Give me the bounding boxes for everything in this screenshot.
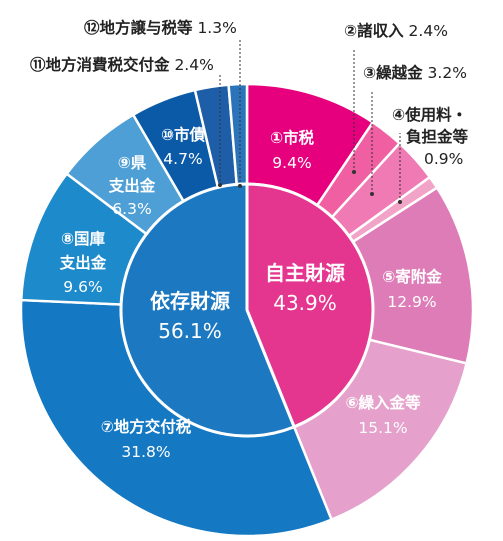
leader-dot-3 <box>370 192 374 196</box>
slice-label-3: ③繰越金 3.2% <box>363 63 467 82</box>
slice-label-10: ⑩市債 4.7% <box>161 125 206 168</box>
slice-label-11: ⑪地方消費税交付金 2.4% <box>30 55 214 74</box>
label-name-line1-8: ⑧国庫 <box>61 229 106 248</box>
inner-label-name-1: 自主財源 <box>265 261 345 285</box>
slice-label-12: ⑫地方譲与税等 1.3% <box>84 18 237 37</box>
label-name-line2-9: 支出金 <box>108 176 156 195</box>
label-value-8: 9.6% <box>63 278 102 296</box>
inner-slice-1 <box>245 182 375 429</box>
label-name-line1-5: ⑤寄附金 <box>382 267 442 286</box>
slice-label-4: ④使用料・負担金等 0.9% <box>392 105 469 168</box>
label-value-3: 3.2% <box>423 64 467 82</box>
label-name-line1-10: ⑩市債 <box>161 125 206 144</box>
slice-label-7: ⑦地方交付税 31.8% <box>101 417 192 461</box>
label-name-line2-8: 支出金 <box>59 253 107 272</box>
label-value-6: 15.1% <box>358 419 407 437</box>
label-name-line1-3: ③繰越金 3.2% <box>363 63 467 82</box>
label-value-7: 31.8% <box>121 443 170 461</box>
slice-label-2: ②諸収入 2.4% <box>344 21 448 40</box>
leader-dot-2 <box>352 170 356 174</box>
inner-label-1: 自主財源 43.9% <box>265 261 345 315</box>
leader-dot-4 <box>398 200 402 204</box>
label-value-1: 9.4% <box>272 154 311 172</box>
label-name-11: ⑪地方消費税交付金 2.4% <box>30 55 214 74</box>
slice-labels: ①市税 9.4% ②諸収入 2.4% ③繰越金 3.2% ④使用料・負担金等 0.9% ⑤寄… <box>30 18 469 461</box>
outer-ring <box>19 82 475 538</box>
label-value-10: 4.7% <box>163 150 202 168</box>
label-value-2: 2.4% <box>404 22 448 40</box>
label-name-line1-9: ⑨県 <box>118 154 147 172</box>
leader-dot-11 <box>218 183 222 187</box>
label-name-line1-6: ⑥繰入金等 <box>345 393 421 412</box>
label-value-9: 6.3% <box>112 200 151 218</box>
label-name-line1-7: ⑦地方交付税 <box>101 417 192 436</box>
label-name-line1-1: ①市税 <box>270 128 315 147</box>
label-value-5: 12.9% <box>387 293 436 311</box>
slice-label-5: ⑤寄附金 12.9% <box>382 267 442 311</box>
label-value-4: 0.9% <box>424 150 463 168</box>
leader-lines <box>218 38 402 204</box>
label-name-line1-2: ②諸収入 2.4% <box>344 21 448 40</box>
label-value-11: 2.4% <box>170 56 214 74</box>
leader-dot-12 <box>238 184 242 188</box>
inner-label-2: 依存財源 56.1% <box>150 289 230 343</box>
inner-label-value-2: 56.1% <box>158 319 222 343</box>
label-name-12: ⑫地方譲与税等 1.3% <box>84 18 237 37</box>
inner-label-value-1: 43.9% <box>273 291 337 315</box>
label-value-12: 1.3% <box>193 19 237 37</box>
label-name-line1-4: ④使用料・ <box>392 105 467 124</box>
slice-label-1: ①市税 9.4% <box>270 128 315 172</box>
inner-ring <box>119 182 375 438</box>
label-name-line2-4: 負担金等 <box>406 127 469 146</box>
inner-label-name-2: 依存財源 <box>150 289 230 313</box>
slice-label-6: ⑥繰入金等 15.1% <box>345 393 421 437</box>
inner-slice-2 <box>119 182 297 438</box>
